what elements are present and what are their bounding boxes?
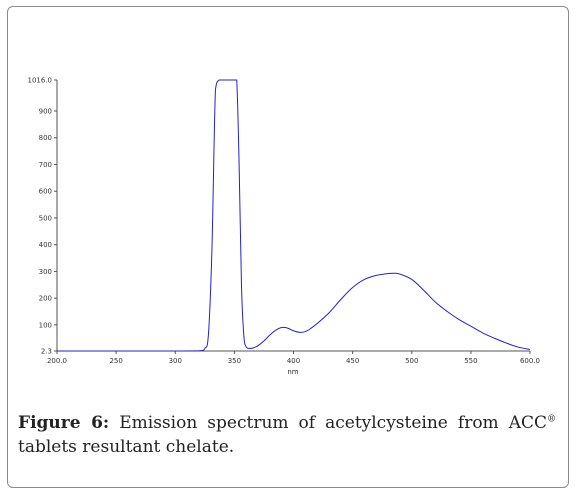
- y-tick-label: 500: [39, 214, 52, 222]
- x-tick-label: 500: [405, 357, 418, 365]
- x-tick-label: 350: [228, 357, 241, 365]
- x-tick-label: 300: [169, 357, 182, 365]
- y-tick-label: 100: [39, 321, 52, 329]
- figure-caption: Figure 6: Emission spectrum of acetylcys…: [18, 411, 556, 459]
- y-tick-label: 1016.0: [28, 77, 53, 85]
- y-tick-label: 400: [39, 241, 52, 249]
- x-tick-label: 250: [109, 357, 122, 365]
- caption-text: Emission spectrum of acetylcysteine from…: [109, 413, 547, 433]
- y-tick-label: 300: [39, 268, 52, 276]
- y-tick-label: 200: [39, 295, 52, 303]
- x-axis-title: nm: [287, 368, 298, 376]
- x-tick-label: 400: [287, 357, 300, 365]
- y-tick-label: 700: [39, 161, 52, 169]
- registered-mark: ®: [547, 414, 556, 425]
- y-tick-label: 900: [39, 108, 52, 116]
- x-tick-label: 600.0: [520, 357, 540, 365]
- caption-text-end: tablets resultant chelate.: [18, 437, 235, 457]
- y-tick-label: 800: [39, 134, 52, 142]
- x-tick-label: 200.0: [47, 357, 67, 365]
- y-tick-label: 2.3: [41, 348, 52, 356]
- y-tick-label: 600: [39, 188, 52, 196]
- plot-area: [57, 80, 530, 351]
- spectrum-line: [56, 79, 531, 352]
- x-tick-label: 450: [346, 357, 359, 365]
- figure-label: Figure 6:: [18, 413, 110, 433]
- x-tick-label: 550: [464, 357, 477, 365]
